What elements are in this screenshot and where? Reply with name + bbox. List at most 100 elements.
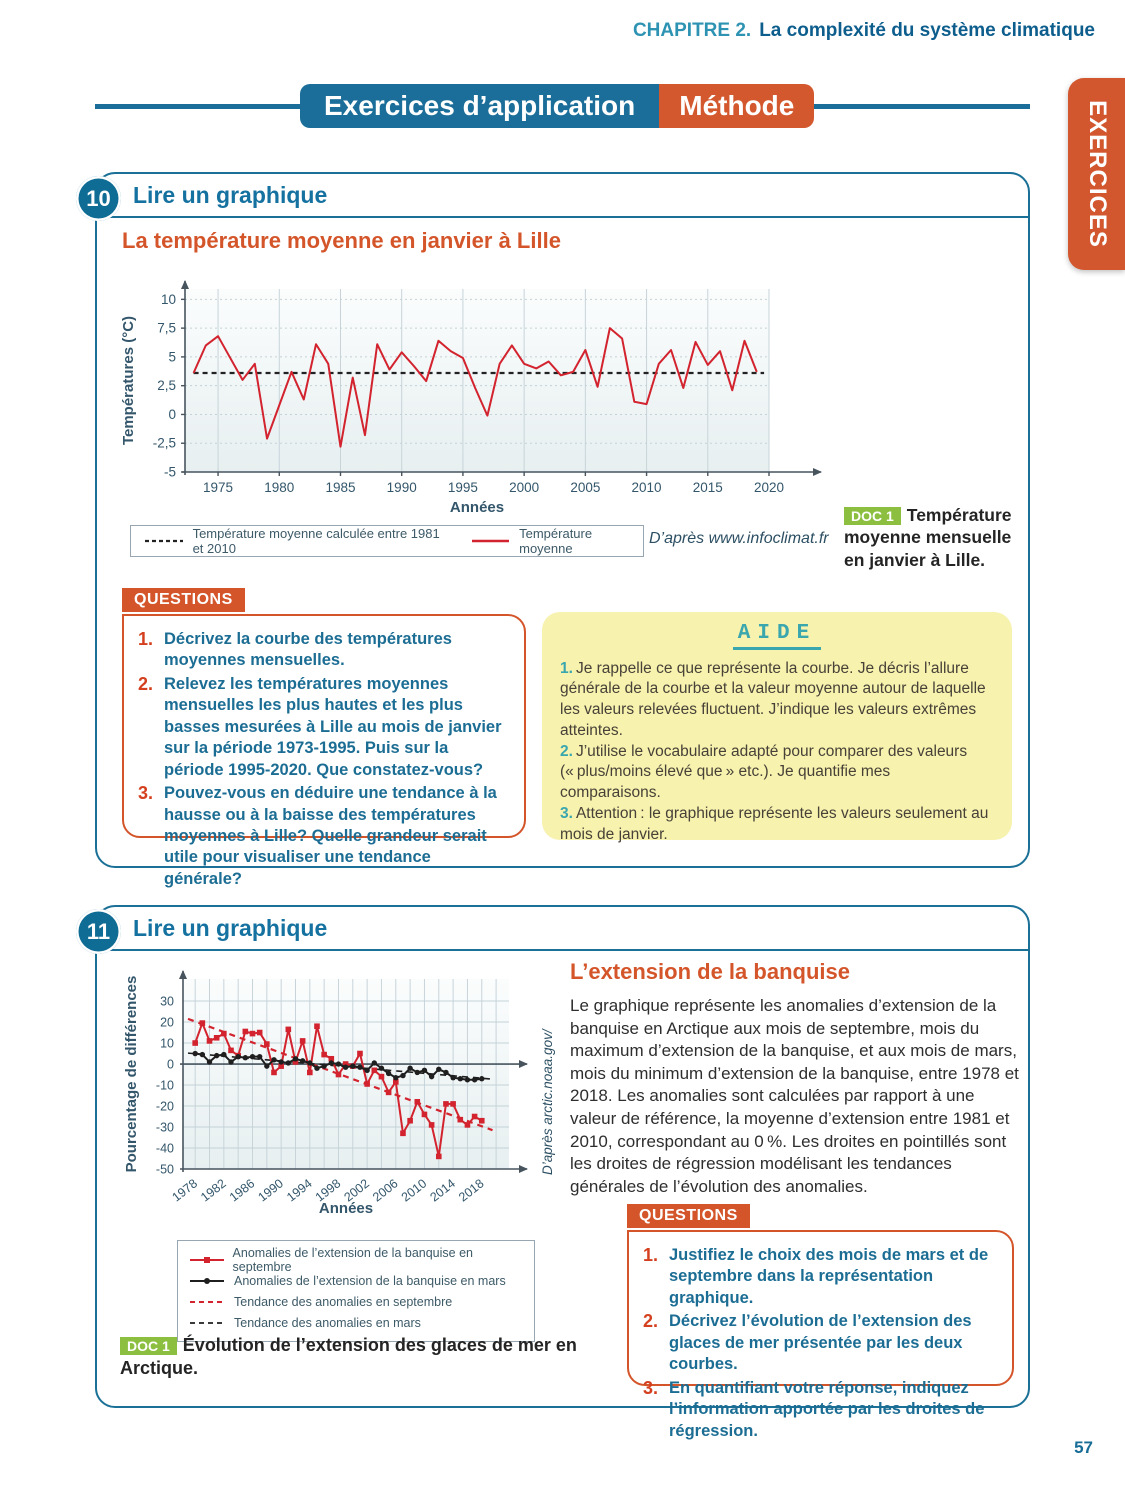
svg-text:0: 0 <box>167 1058 174 1072</box>
legend-label: Anomalies de l’extension de la banquise … <box>234 1273 506 1288</box>
svg-text:1980: 1980 <box>264 480 294 495</box>
aide-text: Attention : le graphique représente les … <box>560 804 989 843</box>
svg-text:1994: 1994 <box>284 1176 315 1204</box>
aide-item: 1. Je rappelle ce que représente la courb… <box>560 659 994 742</box>
svg-text:-40: -40 <box>156 1142 174 1156</box>
doc1-badge: DOC 1 <box>844 507 901 525</box>
svg-text:2006: 2006 <box>370 1176 401 1204</box>
banner-exercices-application: Exercices d’application <box>300 84 660 128</box>
svg-text:Températures (°C): Températures (°C) <box>120 316 137 445</box>
svg-text:7,5: 7,5 <box>157 321 176 336</box>
legend-mean-label: Température moyenne calculée entre 1981 … <box>192 526 440 556</box>
aide-title: AIDE <box>737 622 817 645</box>
september-anomaly-legend-icon <box>190 1256 224 1263</box>
legend-label: Tendance des anomalies en septembre <box>234 1294 453 1309</box>
doc11-title: L’extension de la banquise <box>570 959 850 984</box>
question-item: 3. En quantifiant votre réponse, indique… <box>643 1378 1000 1442</box>
side-tab-label: EXERCICES <box>1083 100 1111 248</box>
svg-text:1985: 1985 <box>325 480 355 495</box>
svg-text:-5: -5 <box>164 465 176 480</box>
svg-text:2015: 2015 <box>693 480 723 495</box>
svg-text:2010: 2010 <box>632 480 662 495</box>
question-number: 3. <box>643 1377 659 1398</box>
legend-row: Anomalies de l’extension de la banquise … <box>188 1246 524 1274</box>
aide-box: AIDE 1. Je rappelle ce que représente la … <box>542 612 1012 843</box>
aide-number: 1. <box>560 659 573 677</box>
question-text: En quantifiant votre réponse, indiquez l… <box>669 1378 985 1440</box>
question-number: 2. <box>138 673 154 694</box>
question-number: 1. <box>138 629 154 649</box>
chart1-legend: Température moyenne calculée entre 1981 … <box>130 525 644 557</box>
svg-text:1975: 1975 <box>203 480 233 495</box>
svg-text:-2,5: -2,5 <box>153 436 176 451</box>
svg-text:20: 20 <box>160 1016 174 1030</box>
svg-text:10: 10 <box>161 292 176 307</box>
svg-text:2020: 2020 <box>754 480 784 495</box>
exercise-11-header: 11 Lire un graphique <box>76 907 1028 954</box>
aide-item: 3. Attention : le graphique représente le… <box>560 804 994 846</box>
svg-text:2005: 2005 <box>570 480 600 495</box>
svg-text:1982: 1982 <box>198 1176 229 1204</box>
svg-text:1995: 1995 <box>448 480 478 495</box>
sea-ice-chart: 3020100-10-20-30-40-50197819821986199019… <box>123 970 528 1217</box>
doc11-paragraph: Le graphique représente les anomalies d’… <box>570 996 1019 1196</box>
svg-text:2,5: 2,5 <box>157 378 176 393</box>
svg-text:2010: 2010 <box>399 1176 430 1204</box>
question-number: 2. <box>643 1311 659 1332</box>
svg-text:-30: -30 <box>156 1121 174 1135</box>
doc11-caption: DOC 1 Évolution de l’extension des glaces… <box>120 1334 580 1380</box>
svg-text:10: 10 <box>160 1037 174 1051</box>
question-item: 1. Décrivez la courbe des températures m… <box>138 629 512 672</box>
doc11-caption-text: Évolution de l’extension des glaces de m… <box>120 1335 577 1379</box>
doc10-title: La température moyenne en janvier à Lill… <box>122 228 561 253</box>
mean-line-legend-icon <box>145 539 183 543</box>
aide-number: 3. <box>560 804 573 822</box>
banner-methode: Méthode <box>659 84 815 128</box>
aide-item: 2. J’utilise le vocabulaire adapté pour c… <box>560 742 994 804</box>
march-anomaly-legend-icon <box>190 1277 224 1284</box>
question-number: 1. <box>643 1245 659 1265</box>
legend-temperature-label: Température moyenne <box>519 526 593 556</box>
exercise-11-number-badge: 11 <box>76 909 121 954</box>
exercise-11-title: Lire un graphique <box>133 914 328 941</box>
question-text: Décrivez la courbe des températures moye… <box>164 630 452 670</box>
page-number: 57 <box>1074 1438 1093 1457</box>
svg-text:Années: Années <box>319 1200 373 1217</box>
svg-text:0: 0 <box>168 407 176 422</box>
svg-text:-10: -10 <box>156 1079 174 1093</box>
svg-text:2000: 2000 <box>509 480 539 495</box>
questions11-box: 1. Justifiez le choix des mois de mars e… <box>627 1230 1014 1440</box>
aide-title-underline <box>733 647 821 650</box>
question-text: Relevez les températures moyennes mensue… <box>164 674 502 779</box>
svg-text:2018: 2018 <box>456 1176 487 1204</box>
svg-text:1990: 1990 <box>255 1176 286 1204</box>
svg-text:5: 5 <box>168 349 176 364</box>
doc1-badge: DOC 1 <box>120 1337 177 1355</box>
questions11-badge: QUESTIONS <box>627 1204 750 1228</box>
svg-text:Pourcentage de différences: Pourcentage de différences <box>123 976 140 1173</box>
chapter-title: La complexité du système climatique <box>759 20 1095 41</box>
chapter-heading: CHAPITRE 2. La complexité du système clim… <box>633 20 1095 42</box>
svg-text:1986: 1986 <box>227 1176 258 1204</box>
question-item: 3. Pouvez-vous en déduire une tendance à… <box>138 783 512 890</box>
svg-text:Années: Années <box>450 499 504 516</box>
question-text: Décrivez l’évolution de l’extension des … <box>669 1312 972 1374</box>
march-trend-legend-icon <box>190 1321 224 1324</box>
svg-text:2014: 2014 <box>427 1176 458 1204</box>
exercise-10-title: Lire un graphique <box>133 181 328 208</box>
legend-row: Anomalies de l’extension de la banquise … <box>188 1270 524 1291</box>
temperature-line-legend-icon <box>471 539 510 543</box>
svg-text:-20: -20 <box>156 1100 174 1114</box>
chart2-source: D’après arctic.noaa.gov/ <box>540 1029 555 1175</box>
questions10-badge: QUESTIONS <box>122 588 245 612</box>
aide-text: Je rappelle ce que représente la courbe.… <box>560 659 986 739</box>
svg-text:1990: 1990 <box>387 480 417 495</box>
svg-text:-50: -50 <box>156 1163 174 1177</box>
question-number: 3. <box>138 783 154 804</box>
legend-row: Tendance des anomalies en septembre <box>188 1291 524 1312</box>
doc10-caption-text: Température moyenne mensuelle en janvier… <box>844 505 1012 570</box>
section-banner: Exercices d’application Méthode <box>300 84 815 128</box>
exercise-10-header: 10 Lire un graphique <box>76 174 1028 221</box>
question-item: 2. Relevez les températures moyennes men… <box>138 674 512 781</box>
